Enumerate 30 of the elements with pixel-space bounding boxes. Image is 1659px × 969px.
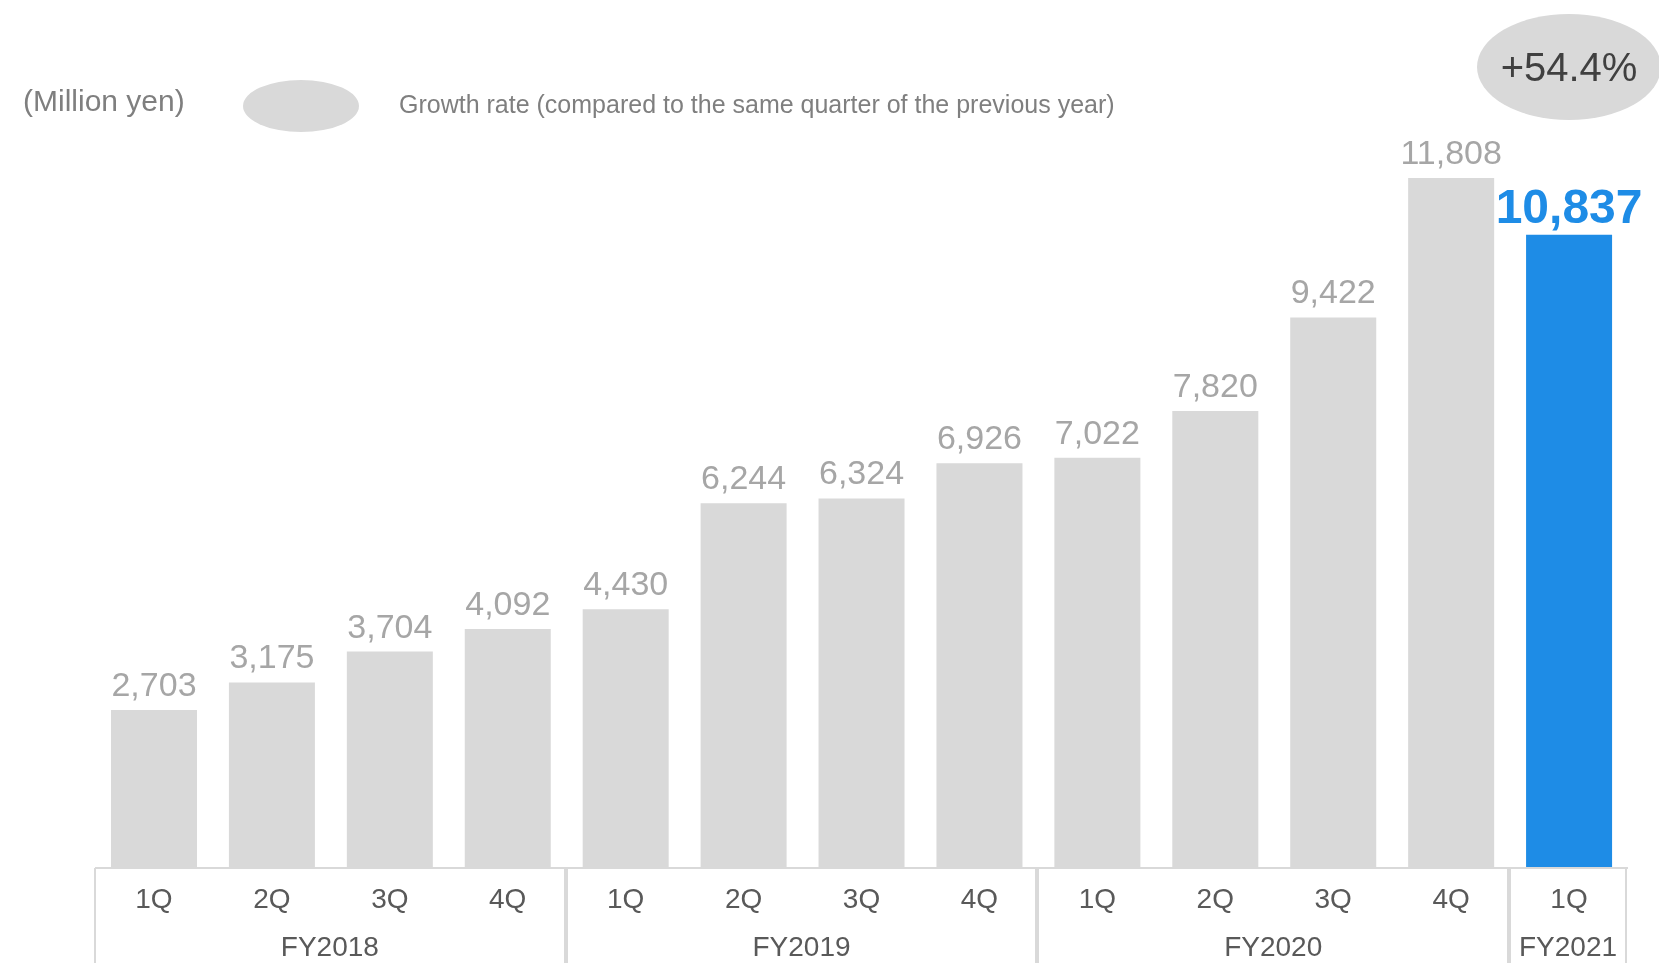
data-label: 3,175 bbox=[229, 637, 315, 676]
ellipse-badge: +54.4% bbox=[1477, 14, 1659, 120]
x-tick-label: 4Q bbox=[1432, 882, 1470, 914]
data-label: 9,422 bbox=[1290, 272, 1376, 311]
x-tick-label: 2Q bbox=[253, 882, 291, 914]
data-label: 4,092 bbox=[465, 583, 551, 622]
bar bbox=[1526, 234, 1613, 868]
data-label: 6,324 bbox=[818, 453, 905, 492]
data-label: 2,703 bbox=[111, 665, 197, 704]
x-tick-label: 1Q bbox=[1550, 882, 1588, 914]
x-tick-label: 3Q bbox=[371, 882, 409, 914]
data-label: 3,704 bbox=[347, 606, 433, 645]
x-tick-label: 4Q bbox=[960, 882, 999, 914]
x-tick-label: 3Q bbox=[1314, 882, 1352, 914]
data-label: 4,430 bbox=[583, 564, 669, 603]
data-label: 10,837 bbox=[1495, 179, 1643, 233]
x-tick-label: 1Q bbox=[135, 882, 173, 914]
x-tick-label: 2Q bbox=[724, 882, 763, 914]
data-label: 6,926 bbox=[936, 418, 1023, 457]
x-tick-label: 3Q bbox=[842, 882, 881, 914]
data-label: 11,808 bbox=[1400, 133, 1502, 171]
x-tick-label: 4Q bbox=[489, 882, 527, 914]
data-label: 7,022 bbox=[1054, 412, 1140, 451]
x-tick-label: 1Q bbox=[606, 882, 645, 914]
x-tick-label: 2Q bbox=[1196, 882, 1234, 914]
x-tick-label: 1Q bbox=[1078, 882, 1117, 914]
data-label: 7,820 bbox=[1172, 366, 1258, 405]
y-axis-title: (Million yen) bbox=[23, 84, 185, 118]
data-label: 6,244 bbox=[701, 458, 787, 497]
text: Growth rate (compared to the same quarter of the previous year) bbox=[399, 90, 1115, 119]
